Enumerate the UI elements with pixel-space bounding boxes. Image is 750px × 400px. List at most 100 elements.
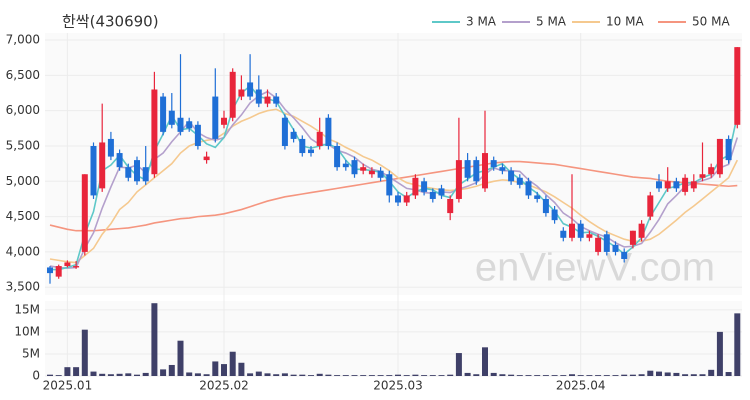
candle-body (351, 160, 358, 175)
candle-body (482, 153, 488, 189)
volume-bar (629, 374, 636, 376)
candle-body (429, 191, 436, 199)
candle-body (699, 174, 706, 178)
candle-body (603, 234, 610, 252)
volume-bar (455, 353, 462, 376)
candle-body (238, 89, 245, 97)
legend-label: 5 MA (536, 15, 567, 29)
candle-body (212, 96, 219, 139)
candle-body (160, 96, 167, 132)
x-tick-label: 2025.03 (373, 379, 423, 393)
volume-bar (664, 372, 671, 376)
candle-body (725, 138, 732, 161)
candle-body (142, 167, 149, 182)
candle-body (516, 177, 523, 185)
candle-body (55, 266, 62, 277)
y-tick-label: 4,000 (6, 244, 40, 258)
volume-bar (421, 375, 428, 376)
candle-body (264, 96, 271, 104)
volume-bar (586, 375, 593, 376)
candle-body (595, 237, 602, 252)
candle-body (464, 160, 471, 178)
candle-body (386, 174, 393, 196)
volume-bar (551, 375, 558, 376)
candle-body (612, 244, 619, 252)
candle-body (421, 181, 428, 192)
volume-bar (673, 372, 680, 376)
volume-bar (569, 374, 575, 376)
candle-body (116, 153, 123, 168)
candle-body (194, 124, 201, 146)
price-panel (45, 33, 742, 295)
volume-bar (499, 374, 506, 376)
candle-body (73, 266, 80, 268)
candle-body (586, 234, 593, 238)
volume-bar (342, 375, 349, 376)
ma-line (49, 108, 739, 264)
volume-bar (464, 372, 471, 376)
y-tick-label: 6,000 (6, 103, 40, 117)
volume-bar (116, 373, 123, 376)
volume-bar (351, 375, 358, 376)
y-tick-label: 3,500 (6, 280, 40, 294)
volume-bar (212, 361, 219, 376)
volume-bar (125, 373, 132, 376)
candle-body (299, 138, 306, 154)
candle-body (203, 156, 210, 161)
ma-line (49, 90, 739, 269)
volume-bar (368, 375, 375, 376)
candle-body (551, 209, 558, 221)
volume-bar (55, 375, 62, 376)
candle-body (247, 82, 254, 97)
candle-body (308, 149, 314, 154)
volume-bar (177, 340, 184, 376)
candle-body (368, 170, 375, 175)
volume-bar (194, 373, 201, 376)
volume-bar (386, 375, 393, 376)
volume-bar (656, 371, 662, 376)
candle-body (342, 163, 349, 168)
candle-body (499, 167, 506, 171)
y-tick-label: 4,500 (6, 209, 40, 223)
volume-bar (577, 375, 584, 376)
candle-body (629, 230, 636, 245)
legend-label: 10 MA (606, 15, 644, 29)
candle-body (656, 181, 662, 189)
candle-body (682, 177, 689, 192)
volume-bar (647, 370, 654, 376)
volume-bar (264, 373, 271, 376)
y-tick-label: 5,500 (6, 138, 40, 152)
volume-bar (447, 374, 454, 376)
candle-body (64, 262, 71, 267)
candle-body (455, 160, 462, 199)
candle-body (360, 167, 367, 171)
candle-body (99, 142, 106, 189)
candle-body (151, 89, 158, 175)
volume-bar (308, 375, 314, 376)
volume-bar (64, 367, 71, 376)
volume-bar (255, 371, 262, 376)
volume-bar (229, 351, 236, 376)
candle-body (177, 117, 184, 132)
volume-bar (281, 373, 288, 376)
candle-body (412, 177, 419, 196)
volume-bar (473, 374, 480, 376)
volume-bar (699, 374, 706, 376)
volume-bar (151, 303, 158, 376)
volume-bar (508, 374, 515, 376)
x-tick-label: 2025.04 (556, 379, 606, 393)
y-tick-label: 0 (32, 369, 40, 383)
candle-body (290, 131, 297, 139)
volume-bar (595, 375, 602, 376)
y-tick-label: 10M (14, 324, 40, 338)
volume-bar (525, 375, 532, 376)
volume-bar (81, 329, 88, 376)
candle-body (690, 181, 697, 189)
volume-bar (247, 373, 254, 376)
volume-bar (221, 364, 227, 376)
y-tick-label: 5M (22, 346, 40, 360)
candle-body (403, 195, 410, 203)
volume-bar (412, 374, 419, 376)
volume-bar (403, 375, 410, 376)
volume-bar (360, 375, 367, 376)
